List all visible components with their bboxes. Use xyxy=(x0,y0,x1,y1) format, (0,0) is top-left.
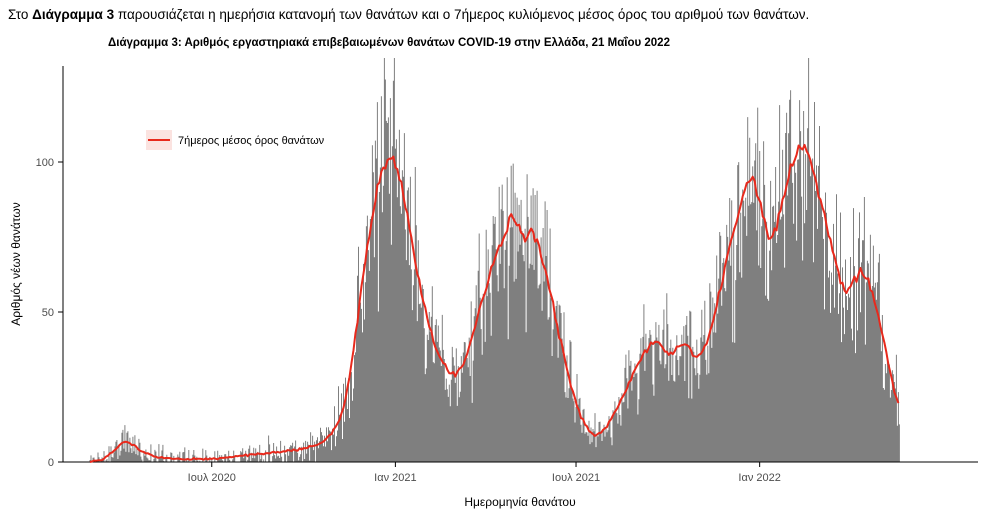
intro-paragraph: Στο Διάγραμμα 3 παρουσιάζεται η ημερήσια… xyxy=(8,6,809,24)
intro-text-before: Στο xyxy=(8,7,33,22)
y-tick-label: 100 xyxy=(36,157,54,169)
x-axis-title: Ημερομηνία θανάτου xyxy=(464,495,575,509)
chart-title: Διάγραμμα 3: Αριθμός εργαστηριακά επιβεβ… xyxy=(108,37,670,49)
x-tick-label: Ιουλ 2021 xyxy=(552,472,600,484)
x-tick-label: Ιουλ 2020 xyxy=(188,472,236,484)
y-tick-label: 50 xyxy=(42,307,54,319)
x-tick-label: Ιαν 2022 xyxy=(738,472,780,484)
moving-average-line xyxy=(89,143,900,463)
x-tick-label: Ιαν 2021 xyxy=(374,472,416,484)
y-tick-label: 0 xyxy=(48,457,54,469)
legend-label: 7ήμερος μέσος όρος θανάτων xyxy=(178,135,325,147)
y-axis-title: Αριθμός νέων θανάτων xyxy=(9,202,23,325)
intro-text-after: παρουσιάζεται η ημερήσια κατανομή των θα… xyxy=(114,7,810,22)
chart-svg: 0 50 100 Ιουλ 2020 Ιαν 2021 Ιουλ 2021 Ιαν 2022… xyxy=(9,58,978,509)
intro-text-bold: Διάγραμμα 3 xyxy=(32,7,115,22)
